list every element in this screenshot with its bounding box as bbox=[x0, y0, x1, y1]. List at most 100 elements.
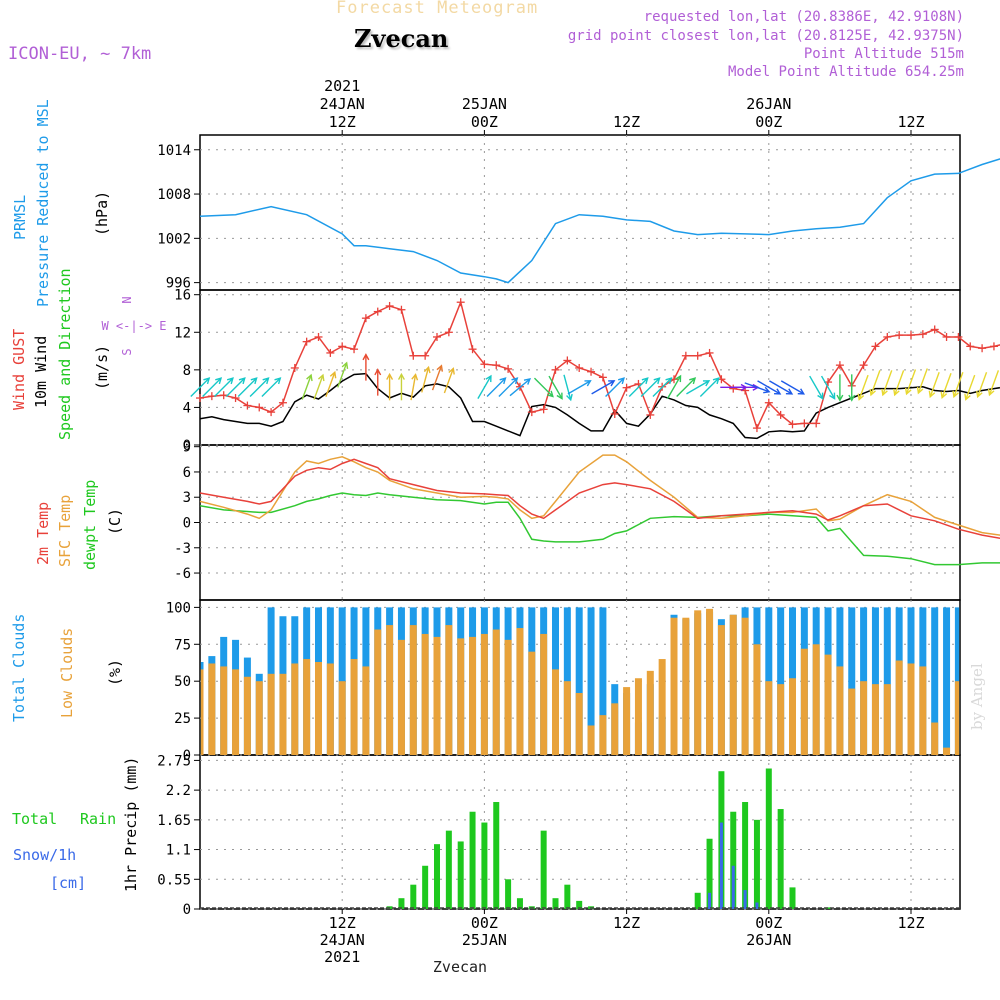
gust-point bbox=[314, 332, 323, 341]
bar-low-clouds bbox=[469, 636, 477, 755]
label-2m-temp: 2m Temp bbox=[34, 502, 52, 565]
bar-rain bbox=[445, 830, 452, 909]
point-altitude: Point Altitude 515m bbox=[803, 46, 964, 62]
gust-point bbox=[551, 365, 560, 374]
xtick-label-bottom: 00Z bbox=[471, 914, 498, 932]
bar-snow bbox=[731, 865, 735, 909]
gust-point bbox=[705, 348, 714, 357]
gust-point bbox=[978, 344, 987, 353]
wind-arrow bbox=[386, 372, 394, 401]
gust-point bbox=[646, 410, 655, 419]
bar-rain bbox=[434, 844, 440, 909]
bar-rain bbox=[410, 884, 417, 909]
bar-low-clouds bbox=[694, 610, 702, 755]
bar-rain bbox=[493, 802, 500, 909]
bar-low-clouds bbox=[338, 681, 346, 755]
wind-arrow bbox=[567, 380, 592, 395]
ytick-label: 1.65 bbox=[157, 813, 191, 829]
xtick-label-top: 00Z bbox=[755, 113, 782, 131]
gust-point bbox=[492, 361, 501, 370]
ytick-label: 1002 bbox=[157, 231, 191, 247]
gust-point bbox=[231, 394, 240, 403]
wind-arrow bbox=[509, 378, 532, 397]
xtick-label-top: 24JAN bbox=[320, 95, 365, 113]
gust-point bbox=[610, 410, 619, 418]
xtick-label-bottom: 12Z bbox=[613, 914, 640, 932]
gust-point bbox=[409, 351, 418, 360]
label-percent: (%) bbox=[106, 659, 124, 686]
xtick-label-bottom: 26JAN bbox=[746, 931, 791, 949]
wind-arrow bbox=[809, 375, 824, 400]
ytick-label: 0 bbox=[183, 438, 191, 454]
label-1hr-precip: 1hr Precip (mm) bbox=[122, 757, 140, 892]
gust-point bbox=[895, 331, 904, 340]
bar-snow bbox=[708, 892, 712, 909]
panel-frame-pressure bbox=[199, 134, 961, 291]
gust-point bbox=[800, 419, 809, 428]
bar-rain bbox=[457, 841, 464, 909]
bar-rain bbox=[469, 811, 476, 909]
wind-arrow bbox=[362, 353, 370, 381]
bar-rain bbox=[505, 879, 512, 909]
xtick-label-bottom: 24JAN bbox=[320, 931, 365, 949]
requested-coordinates: requested lon,lat (20.8386E, 42.9108N) bbox=[643, 9, 964, 25]
bar-low-clouds bbox=[540, 633, 548, 755]
series-sfc-temp-line bbox=[199, 454, 1000, 536]
wind-arrow bbox=[686, 380, 711, 395]
bar-low-clouds bbox=[291, 663, 299, 755]
bar-low-clouds bbox=[374, 629, 382, 755]
bar-low-clouds bbox=[279, 673, 287, 755]
precip-labels: Total Rain Snow/1h [cm] 1hr Precip (mm) bbox=[12, 757, 140, 892]
label-celsius: (C) bbox=[106, 508, 124, 535]
bar-low-clouds bbox=[670, 617, 678, 755]
gust-point bbox=[350, 345, 359, 354]
ytick-label: 75 bbox=[174, 637, 191, 653]
wind-arrow bbox=[820, 375, 836, 400]
xtick-label-bottom: 12Z bbox=[897, 914, 924, 932]
bar-low-clouds bbox=[315, 662, 322, 755]
gust-point bbox=[219, 391, 228, 400]
wind-arrow bbox=[652, 377, 673, 398]
label-speed-direction: Speed and Direction bbox=[56, 268, 74, 440]
ytick-label: 0 bbox=[183, 902, 191, 918]
bar-rain bbox=[777, 809, 784, 909]
bar-low-clouds bbox=[646, 670, 654, 755]
xtick-label-top: 12Z bbox=[329, 113, 356, 131]
gust-point bbox=[871, 342, 880, 351]
station-name: Zvecan bbox=[354, 24, 449, 53]
bar-low-clouds bbox=[433, 636, 441, 755]
compass-north: N bbox=[120, 296, 134, 303]
temperature-labels: 2m Temp SFC Temp dewpt Temp (C) bbox=[34, 480, 124, 570]
bar-rain bbox=[552, 898, 559, 909]
gust-point bbox=[918, 330, 927, 339]
bar-rain bbox=[564, 884, 571, 909]
bar-low-clouds bbox=[954, 681, 960, 755]
wind-arrow bbox=[836, 374, 844, 402]
bar-rain bbox=[540, 830, 547, 909]
bar-rain bbox=[576, 900, 583, 909]
label-total: Total bbox=[12, 810, 57, 828]
label-low-clouds: Low Clouds bbox=[58, 628, 76, 718]
wind-arrow bbox=[976, 372, 988, 399]
gust-point bbox=[622, 383, 631, 392]
label-wind-gust: Wind GUST bbox=[10, 329, 28, 410]
ytick-label: 1.1 bbox=[166, 843, 191, 859]
bar-low-clouds bbox=[931, 722, 939, 755]
data-marks bbox=[190, 158, 1000, 909]
bar-low-clouds bbox=[623, 687, 631, 755]
bar-low-clouds bbox=[789, 678, 796, 755]
xtick-label-top: 00Z bbox=[471, 113, 498, 131]
bar-low-clouds bbox=[682, 617, 690, 755]
wind-arrow bbox=[225, 377, 246, 398]
gust-point bbox=[954, 332, 963, 341]
bar-low-clouds bbox=[587, 725, 595, 755]
wind-arrow bbox=[857, 374, 869, 401]
gust-point bbox=[575, 363, 584, 372]
bar-low-clouds bbox=[208, 663, 216, 755]
pressure-labels: PRMSL Pressure Reduced to MSL (hPa) bbox=[11, 99, 111, 307]
xtick-label-top: 12Z bbox=[897, 113, 924, 131]
bar-low-clouds bbox=[871, 684, 879, 755]
gust-point bbox=[302, 337, 311, 346]
wind-arrow bbox=[486, 377, 507, 398]
wind-arrow bbox=[249, 377, 270, 398]
